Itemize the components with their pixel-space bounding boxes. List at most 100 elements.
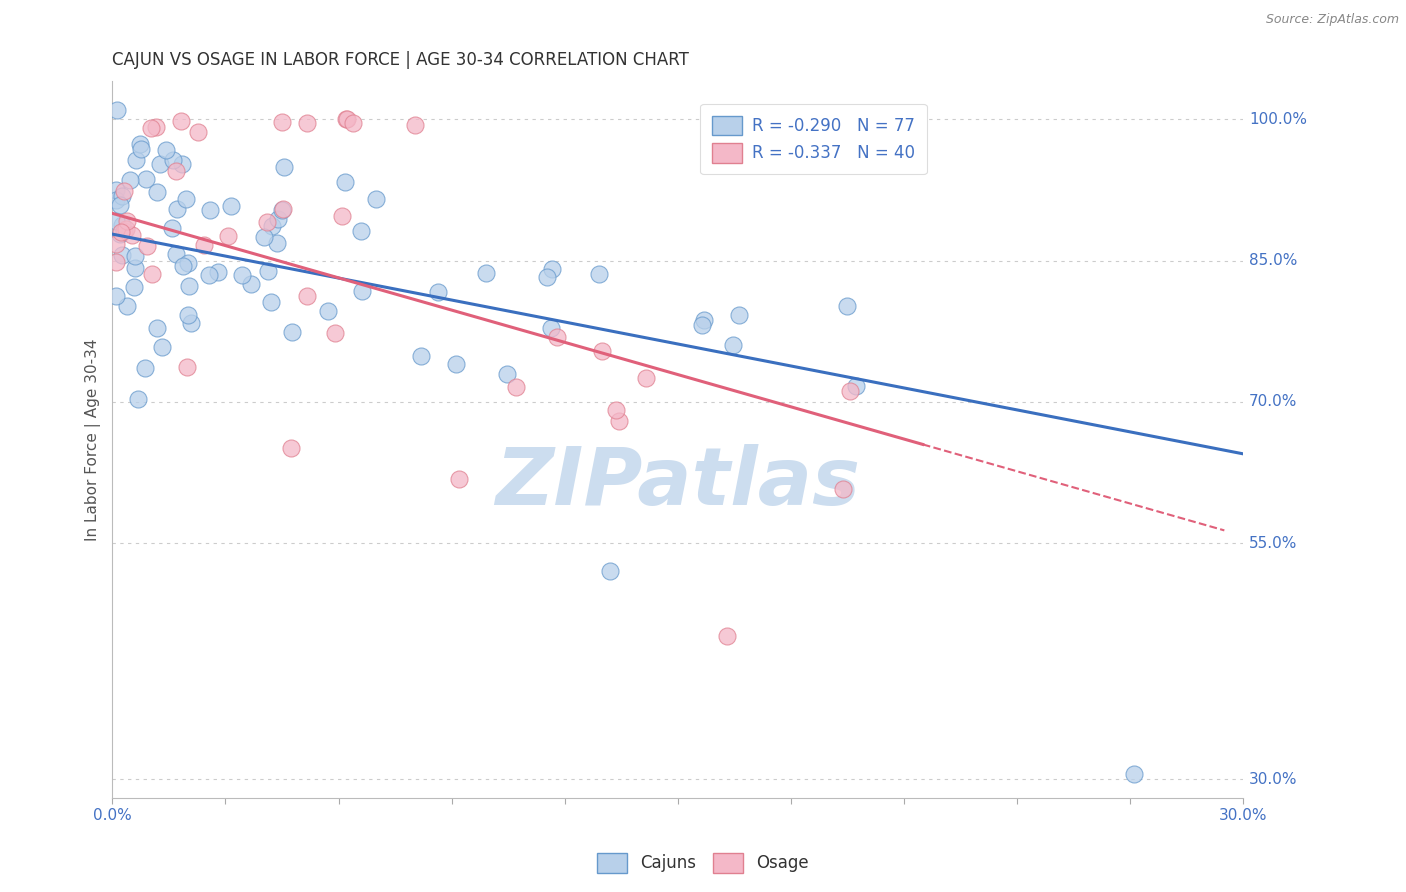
Point [350, 224, 373, 238]
Text: 85.0%: 85.0% [1249, 253, 1298, 268]
Point [323, 326, 346, 341]
Point [690, 318, 713, 332]
Point [838, 384, 860, 398]
Point [197, 268, 219, 282]
Point [599, 564, 621, 578]
Point [105, 194, 128, 208]
Point [146, 186, 169, 200]
Point [837, 299, 859, 313]
Point [134, 361, 156, 376]
Point [1122, 767, 1144, 781]
Point [115, 214, 138, 228]
Point [281, 325, 304, 339]
Point [260, 219, 283, 233]
Point [149, 157, 172, 171]
Point [541, 262, 564, 277]
Point [155, 143, 177, 157]
Text: ZIPatlas: ZIPatlas [495, 443, 860, 522]
Point [605, 403, 627, 417]
Point [721, 338, 744, 352]
Point [716, 629, 738, 643]
Point [165, 164, 187, 178]
Point [115, 222, 138, 236]
Point [105, 289, 128, 303]
Point [111, 248, 134, 262]
Point [536, 269, 558, 284]
Point [105, 183, 128, 197]
Point [253, 230, 276, 244]
Point [172, 157, 194, 171]
Point [832, 482, 855, 496]
Point [259, 295, 281, 310]
Point [634, 371, 657, 385]
Point [505, 380, 527, 394]
Point [207, 265, 229, 279]
Point [127, 392, 149, 407]
Point [170, 114, 193, 128]
Point [271, 202, 294, 217]
Point [475, 266, 498, 280]
Point [124, 249, 146, 263]
Point [125, 153, 148, 168]
Point [105, 237, 128, 252]
Text: 55.0%: 55.0% [1249, 536, 1298, 551]
Point [257, 263, 280, 277]
Point [444, 358, 467, 372]
Point [124, 261, 146, 276]
Point [187, 125, 209, 139]
Point [693, 313, 716, 327]
Point [180, 316, 202, 330]
Point [280, 441, 302, 455]
Point [105, 255, 128, 269]
Point [271, 115, 294, 129]
Point [495, 367, 517, 381]
Point [316, 303, 339, 318]
Point [136, 239, 159, 253]
Point [607, 414, 630, 428]
Point [118, 173, 141, 187]
Point [174, 192, 197, 206]
Point [141, 121, 163, 136]
Point [177, 255, 200, 269]
Point [135, 171, 157, 186]
Point [165, 246, 187, 260]
Point [112, 224, 135, 238]
Point [335, 175, 357, 189]
Point [162, 153, 184, 168]
Point [145, 120, 167, 135]
Point [546, 330, 568, 344]
Point [273, 160, 295, 174]
Y-axis label: In Labor Force | Age 30-34: In Labor Force | Age 30-34 [86, 338, 101, 541]
Point [111, 218, 134, 232]
Point [198, 202, 221, 217]
Point [108, 227, 131, 241]
Point [591, 343, 613, 358]
Point [176, 359, 198, 374]
Point [267, 211, 290, 226]
Point [295, 116, 318, 130]
Point [131, 142, 153, 156]
Text: 100.0%: 100.0% [1249, 112, 1306, 127]
Legend: R = -0.290   N = 77, R = -0.337   N = 40: R = -0.290 N = 77, R = -0.337 N = 40 [700, 104, 927, 174]
Point [146, 321, 169, 335]
Point [115, 300, 138, 314]
Point [728, 308, 751, 322]
Point [449, 472, 471, 486]
Point [172, 259, 194, 273]
Point [193, 238, 215, 252]
Point [295, 289, 318, 303]
Point [845, 378, 868, 392]
Legend: Cajuns, Osage: Cajuns, Osage [591, 847, 815, 880]
Point [336, 112, 359, 127]
Text: 30.0%: 30.0% [1249, 772, 1298, 787]
Point [330, 209, 353, 223]
Text: 70.0%: 70.0% [1249, 394, 1298, 409]
Text: Source: ZipAtlas.com: Source: ZipAtlas.com [1265, 13, 1399, 27]
Point [141, 267, 163, 281]
Point [404, 118, 426, 132]
Point [128, 137, 150, 152]
Point [110, 225, 132, 239]
Point [335, 112, 357, 127]
Point [219, 199, 242, 213]
Point [266, 235, 288, 250]
